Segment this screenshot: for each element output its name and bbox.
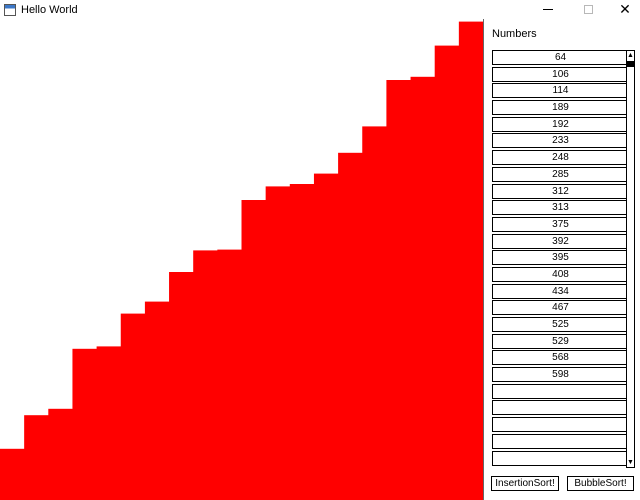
chart-bar	[458, 21, 483, 500]
numbers-scrollbar[interactable]: ▲ ▼	[626, 50, 635, 468]
number-list-item[interactable]: 467	[492, 300, 629, 316]
numbers-panel: Numbers 64 106 114 189 192 233 248 285 312 313 375…	[483, 19, 640, 500]
window-app-icon[interactable]	[4, 3, 16, 16]
number-list-item[interactable]: 529	[492, 333, 629, 349]
chart-bar	[434, 45, 460, 500]
number-list-item[interactable]: 392	[492, 233, 629, 249]
number-list-item[interactable]	[492, 450, 629, 466]
number-list-item[interactable]	[492, 383, 629, 399]
number-list-item[interactable]: 189	[492, 100, 629, 116]
chart-bar	[24, 415, 49, 500]
number-list-item[interactable]: 375	[492, 216, 629, 232]
maximize-button[interactable]	[573, 0, 603, 19]
chart-bar	[386, 80, 412, 500]
chart-bar	[144, 301, 170, 500]
scroll-down-arrow-icon[interactable]: ▼	[627, 459, 634, 466]
minimize-button[interactable]	[533, 0, 563, 19]
numbers-list[interactable]: 64 106 114 189 192 233 248 285 312 313 375 392 395 40…	[492, 50, 629, 466]
minimize-icon	[543, 9, 553, 10]
maximize-icon	[583, 5, 593, 14]
number-list-item[interactable]: 192	[492, 116, 629, 132]
number-list-item[interactable]: 434	[492, 283, 629, 299]
scroll-up-arrow-icon[interactable]: ▲	[627, 52, 634, 59]
chart-bar	[48, 408, 73, 500]
chart-bar	[120, 313, 146, 500]
chart-bar	[217, 249, 242, 500]
chart-bar	[362, 126, 387, 500]
chart-bar	[96, 346, 122, 500]
bar-chart	[0, 21, 483, 500]
close-button[interactable]: ✕	[610, 0, 640, 19]
number-list-item[interactable]: 395	[492, 250, 629, 266]
chart-bar	[72, 348, 98, 500]
chart-bar	[338, 152, 363, 500]
scroll-thumb[interactable]	[627, 61, 634, 67]
number-list-item[interactable]: 568	[492, 350, 629, 366]
number-list-item[interactable]	[492, 400, 629, 416]
number-list-item[interactable]: 525	[492, 317, 629, 332]
number-list-item[interactable]: 408	[492, 266, 629, 282]
number-list-item[interactable]	[492, 433, 629, 449]
number-list-item[interactable]: 64	[492, 50, 629, 65]
number-list-item[interactable]: 114	[492, 83, 629, 99]
chart-bar	[313, 173, 339, 500]
chart-bar	[169, 272, 194, 500]
number-list-item[interactable]: 233	[492, 133, 629, 149]
chart-bar	[265, 186, 291, 500]
chart-bar	[193, 250, 218, 500]
number-list-item[interactable]: 312	[492, 183, 629, 199]
chart-bar	[410, 76, 436, 500]
insertion-sort-button[interactable]: InsertionSort!	[491, 476, 559, 491]
chart-bar	[0, 448, 25, 500]
number-list-item[interactable]: 248	[492, 150, 629, 166]
number-list-item[interactable]: 598	[492, 367, 629, 383]
number-list-item[interactable]: 313	[492, 200, 629, 216]
close-icon: ✕	[619, 1, 631, 17]
number-list-item[interactable]: 106	[492, 66, 629, 82]
bubble-sort-button[interactable]: BubbleSort!	[567, 476, 634, 491]
chart-bar	[289, 184, 315, 500]
number-list-item[interactable]	[492, 417, 629, 433]
panel-title: Numbers	[492, 28, 537, 40]
title-bar: Hello World	[0, 0, 640, 19]
chart-bar	[241, 200, 267, 500]
window-title: Hello World	[21, 3, 78, 16]
number-list-item[interactable]: 285	[492, 166, 629, 182]
